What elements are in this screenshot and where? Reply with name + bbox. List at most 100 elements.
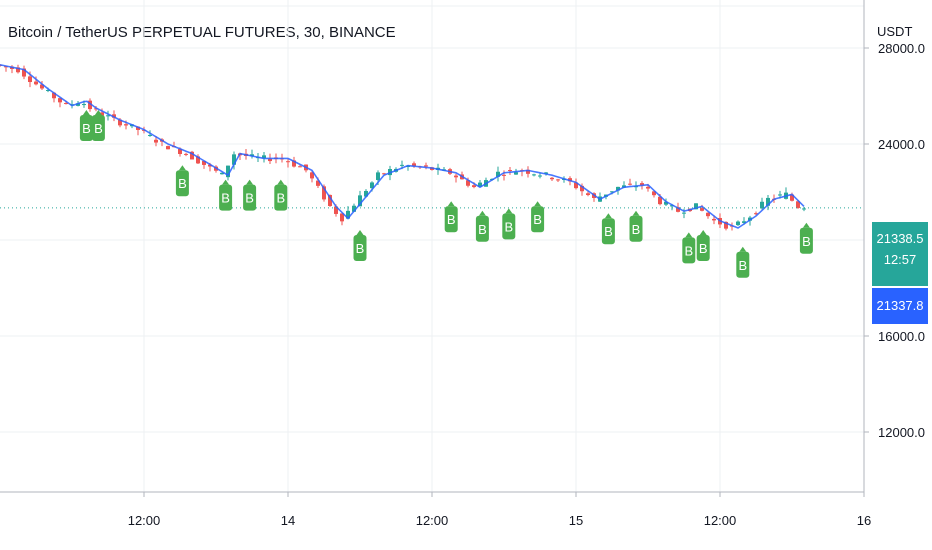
candle-body xyxy=(376,172,380,180)
buy-signal-pointer xyxy=(632,210,640,216)
candle-body xyxy=(724,221,728,229)
buy-signal-label: B xyxy=(356,241,365,256)
buy-signal-label: B xyxy=(632,222,641,237)
candle-body xyxy=(226,165,230,178)
time-tick-label: 15 xyxy=(569,513,583,528)
candle-body xyxy=(166,146,170,150)
buy-signal-label: B xyxy=(533,212,542,227)
buy-signal-box xyxy=(682,237,696,264)
buy-signal-marker: B xyxy=(799,222,813,254)
buy-signal-marker: B xyxy=(353,230,367,261)
candle-body xyxy=(328,194,332,206)
candle-body xyxy=(616,186,620,191)
candle-body xyxy=(706,212,710,217)
candle-body xyxy=(652,191,656,196)
candle-body xyxy=(82,104,86,106)
candle-body xyxy=(682,212,686,214)
candle-body xyxy=(736,221,740,226)
time-tick-label: 12:00 xyxy=(416,513,449,528)
candle-layer xyxy=(0,64,806,231)
buy-signal-box xyxy=(274,184,288,211)
candle-body xyxy=(712,218,716,221)
candle-body xyxy=(58,98,62,103)
buy-signal-label: B xyxy=(738,258,747,273)
price-tick-label: 12000.0 xyxy=(878,425,925,440)
buy-signal-box xyxy=(444,206,458,233)
candle-body xyxy=(754,213,758,215)
buy-signal-marker: B xyxy=(736,246,750,278)
candle-body xyxy=(370,182,374,189)
price-tick-label: 28000.0 xyxy=(878,41,925,56)
axis-layer: 12000.0 16000.0 24000.0 28000.0 12:00 14 12:00… xyxy=(0,0,925,528)
buy-signal-pointer xyxy=(534,201,542,207)
price-tick-label: 24000.0 xyxy=(878,137,925,152)
candle-body xyxy=(34,81,38,85)
candle-body xyxy=(346,210,350,219)
buy-signal-marker: B xyxy=(502,208,516,240)
candle-body xyxy=(208,164,212,167)
buy-signal-pointer xyxy=(82,110,90,115)
candle-body xyxy=(790,194,794,201)
candle-body xyxy=(700,208,704,211)
candle-body xyxy=(514,172,518,175)
time-tick-label: 16 xyxy=(857,513,871,528)
candle-body xyxy=(658,196,662,205)
buy-signal-label: B xyxy=(504,219,513,234)
candle-body xyxy=(46,89,50,91)
candle-body xyxy=(286,161,290,163)
buy-signal-box xyxy=(219,184,233,211)
buy-signal-marker: B xyxy=(79,110,93,141)
buy-signal-box xyxy=(175,170,189,197)
candle-body xyxy=(508,170,512,172)
candle-body xyxy=(538,175,542,177)
candle-body xyxy=(340,213,344,222)
candle-body xyxy=(664,201,668,205)
candle-body xyxy=(778,194,782,196)
moving-average-line xyxy=(0,64,805,229)
candle-body xyxy=(496,171,500,177)
buy-signal-marker: B xyxy=(601,213,615,245)
buy-signal-pointer xyxy=(604,213,612,219)
candle-body xyxy=(382,173,386,175)
candle-body xyxy=(358,195,362,207)
currency-label: USDT xyxy=(877,24,913,39)
buy-signal-label: B xyxy=(684,243,693,258)
buy-signal-marker: B xyxy=(475,210,489,242)
candle-body xyxy=(100,112,104,116)
buy-signal-pointer xyxy=(685,232,693,238)
time-tick-label: 14 xyxy=(281,513,295,528)
buy-signal-label: B xyxy=(802,234,811,249)
chart-title: Bitcoin / TetherUS PERPETUAL FUTURES, 30… xyxy=(8,24,396,41)
candle-body xyxy=(112,114,116,118)
candle-body xyxy=(22,68,26,77)
candle-body xyxy=(124,124,128,126)
candle-body xyxy=(106,115,110,117)
candle-body xyxy=(202,160,206,165)
buy-signal-label: B xyxy=(447,212,456,227)
candle-body xyxy=(64,103,68,105)
candle-body xyxy=(574,182,578,189)
candle-body xyxy=(262,155,266,159)
candle-body xyxy=(646,186,650,189)
candle-body xyxy=(454,175,458,178)
candle-body xyxy=(478,182,482,187)
candle-body xyxy=(550,177,554,180)
candle-body xyxy=(148,134,152,136)
grid-layer xyxy=(0,0,865,492)
candle-body xyxy=(694,203,698,210)
buy-signal-pointer xyxy=(246,179,254,185)
bar-countdown: 12:57 xyxy=(883,252,917,267)
buy-signal-marker: B xyxy=(91,110,105,141)
buy-signal-marker: B xyxy=(682,232,696,264)
buy-signal-marker: B xyxy=(274,179,288,211)
buy-signal-box xyxy=(79,115,93,141)
buy-signal-box xyxy=(91,115,105,141)
ma-value-badge: 21337.8 xyxy=(872,288,928,324)
candle-body xyxy=(154,139,158,143)
candle-body xyxy=(334,206,338,214)
candle-body xyxy=(52,92,56,99)
candle-body xyxy=(292,160,296,167)
buy-signal-box xyxy=(475,215,489,242)
